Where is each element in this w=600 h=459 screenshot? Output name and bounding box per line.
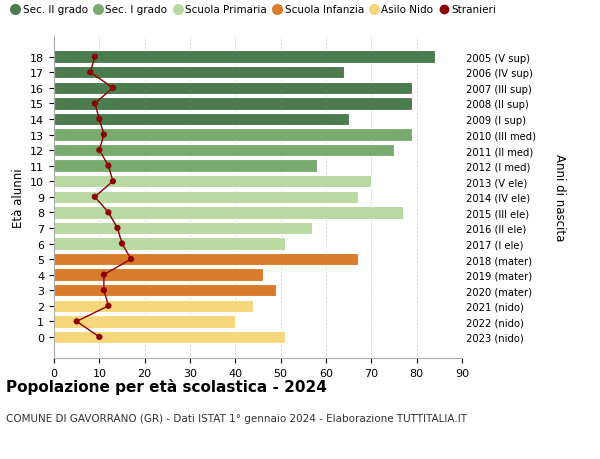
Bar — [54, 300, 253, 312]
Bar — [54, 331, 285, 343]
Bar — [54, 129, 412, 141]
Point — [104, 209, 113, 217]
Point — [113, 225, 122, 232]
Bar — [54, 315, 235, 328]
Y-axis label: Età alunni: Età alunni — [11, 168, 25, 227]
Y-axis label: Anni di nascita: Anni di nascita — [553, 154, 566, 241]
Bar — [54, 113, 349, 126]
Point — [117, 241, 127, 248]
Bar — [54, 222, 313, 235]
Point — [104, 302, 113, 310]
Bar — [54, 67, 344, 79]
Point — [108, 178, 118, 185]
Bar — [54, 83, 412, 95]
Point — [85, 69, 95, 77]
Bar — [54, 51, 435, 64]
Point — [90, 194, 100, 201]
Bar — [54, 145, 394, 157]
Point — [99, 287, 109, 294]
Bar — [54, 269, 263, 281]
Point — [90, 54, 100, 61]
Bar — [54, 253, 358, 266]
Bar — [54, 285, 276, 297]
Bar — [54, 238, 285, 250]
Text: COMUNE DI GAVORRANO (GR) - Dati ISTAT 1° gennaio 2024 - Elaborazione TUTTITALIA.: COMUNE DI GAVORRANO (GR) - Dati ISTAT 1°… — [6, 413, 467, 423]
Point — [72, 318, 82, 325]
Legend: Sec. II grado, Sec. I grado, Scuola Primaria, Scuola Infanzia, Asilo Nido, Stran: Sec. II grado, Sec. I grado, Scuola Prim… — [11, 5, 496, 15]
Point — [90, 101, 100, 108]
Bar — [54, 207, 403, 219]
Bar — [54, 98, 412, 110]
Point — [108, 85, 118, 92]
Bar — [54, 160, 317, 173]
Point — [99, 271, 109, 279]
Point — [126, 256, 136, 263]
Point — [95, 116, 104, 123]
Point — [95, 334, 104, 341]
Point — [99, 132, 109, 139]
Point — [95, 147, 104, 154]
Bar — [54, 176, 371, 188]
Point — [104, 162, 113, 170]
Text: Popolazione per età scolastica - 2024: Popolazione per età scolastica - 2024 — [6, 379, 327, 395]
Bar — [54, 191, 358, 204]
